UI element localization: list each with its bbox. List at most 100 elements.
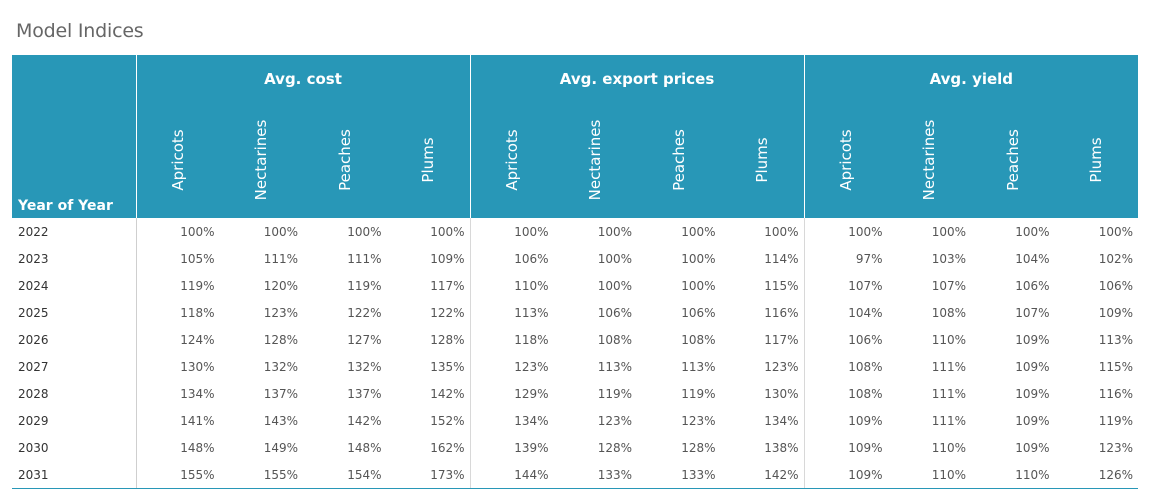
value-cell: 118% [135,299,220,326]
value-cell: 128% [681,440,716,455]
column-header: Peaches [971,102,1055,218]
value-cell: 100% [681,251,716,266]
value-cell: 111% [931,413,967,428]
value-cell: 108% [681,332,716,347]
column-header-label: Apricots [169,129,187,191]
value-cell: 134% [469,407,554,434]
row-header-label: Year of Year [12,55,137,218]
value-cell: 124% [135,326,220,353]
value-cell: 106% [803,326,888,353]
value-cell: 123% [1098,440,1134,455]
column-header: Nectarines [887,102,972,218]
value-cell: 135% [430,359,465,374]
value-cell: 127% [347,332,382,347]
value-cell: 130% [135,353,220,380]
value-cell: 118% [469,326,554,353]
value-cell: 152% [430,413,465,428]
value-cell: 173% [386,461,470,489]
value-cell: 109% [803,407,888,434]
column-header: Plums [1054,102,1139,218]
value-cell: 119% [347,278,382,293]
column-header-label: Apricots [503,129,521,191]
value-cell: 100% [263,224,298,239]
value-cell: 144% [469,461,554,489]
value-cell: 138% [764,440,799,455]
column-header: Peaches [637,102,721,218]
value-cell: 111% [347,251,382,266]
value-cell: 155% [219,461,303,489]
value-cell: 109% [430,251,465,266]
value-cell: 97% [803,245,888,272]
value-cell: 113% [469,299,554,326]
value-cell: 119% [135,272,220,299]
value-cell: 155% [135,461,220,489]
value-cell: 108% [597,332,632,347]
value-cell: 104% [1015,251,1050,266]
value-cell: 108% [803,380,888,407]
value-cell: 109% [803,461,888,489]
group-header-avg-cost: Avg. cost [135,55,470,102]
column-header-label: Plums [1087,137,1106,183]
table-row: 2027 130% 132% 132% 135% 123% 113% 113% 123% 108%… [12,353,1138,380]
value-cell: 110% [887,461,972,489]
value-cell: 119% [1098,413,1134,428]
value-cell: 126% [1054,461,1139,489]
value-cell: 123% [597,413,632,428]
value-cell: 109% [1015,440,1050,455]
value-cell: 100% [347,224,382,239]
column-header-label: Nectarines [252,119,271,201]
table-row: 2025 118% 123% 122% 122% 113% 106% 106% 116% 104%… [12,299,1138,326]
indices-table: Year of Year Avg. cost Avg. export price… [12,55,1139,489]
column-header: Apricots [469,102,554,218]
year-cell: 2024 [12,272,137,299]
value-cell: 100% [1098,224,1134,239]
value-cell: 142% [430,386,465,401]
value-cell: 111% [931,386,967,401]
value-cell: 111% [263,251,298,266]
value-cell: 100% [135,218,220,245]
value-cell: 114% [764,251,799,266]
value-cell: 103% [931,251,967,266]
table-row: 2029 141% 143% 142% 152% 134% 123% 123% 134% 109%… [12,407,1138,434]
value-cell: 142% [720,461,805,489]
value-cell: 104% [803,299,888,326]
value-cell: 119% [597,386,632,401]
group-header-avg-yield: Avg. yield [803,55,1139,102]
value-cell: 111% [931,359,967,374]
value-cell: 123% [764,359,799,374]
value-cell: 108% [931,305,967,320]
value-cell: 106% [469,245,554,272]
table-row: 2028 134% 137% 137% 142% 129% 119% 119% 130% 108%… [12,380,1138,407]
value-cell: 106% [597,305,632,320]
value-cell: 137% [347,386,382,401]
value-cell: 123% [469,353,554,380]
value-cell: 116% [764,305,799,320]
value-cell: 106% [681,305,716,320]
column-header: Plums [386,102,470,218]
value-cell: 141% [135,407,220,434]
column-header: Apricots [135,102,220,218]
value-cell: 106% [1098,278,1134,293]
column-header: Nectarines [553,102,637,218]
value-cell: 122% [347,305,382,320]
value-cell: 148% [347,440,382,455]
value-cell: 110% [469,272,554,299]
value-cell: 109% [1015,413,1050,428]
column-header-label: Peaches [669,129,688,191]
value-cell: 133% [553,461,637,489]
year-cell: 2030 [12,434,137,461]
value-cell: 154% [303,461,387,489]
value-cell: 110% [931,440,967,455]
value-cell: 100% [430,224,465,239]
value-cell: 132% [263,359,298,374]
value-cell: 113% [681,359,716,374]
value-cell: 100% [1015,224,1050,239]
value-cell: 115% [764,278,799,293]
value-cell: 107% [1015,305,1050,320]
value-cell: 100% [681,224,716,239]
value-cell: 123% [263,305,298,320]
value-cell: 128% [597,440,632,455]
value-cell: 117% [430,278,465,293]
value-cell: 100% [597,251,632,266]
value-cell: 107% [803,272,888,299]
